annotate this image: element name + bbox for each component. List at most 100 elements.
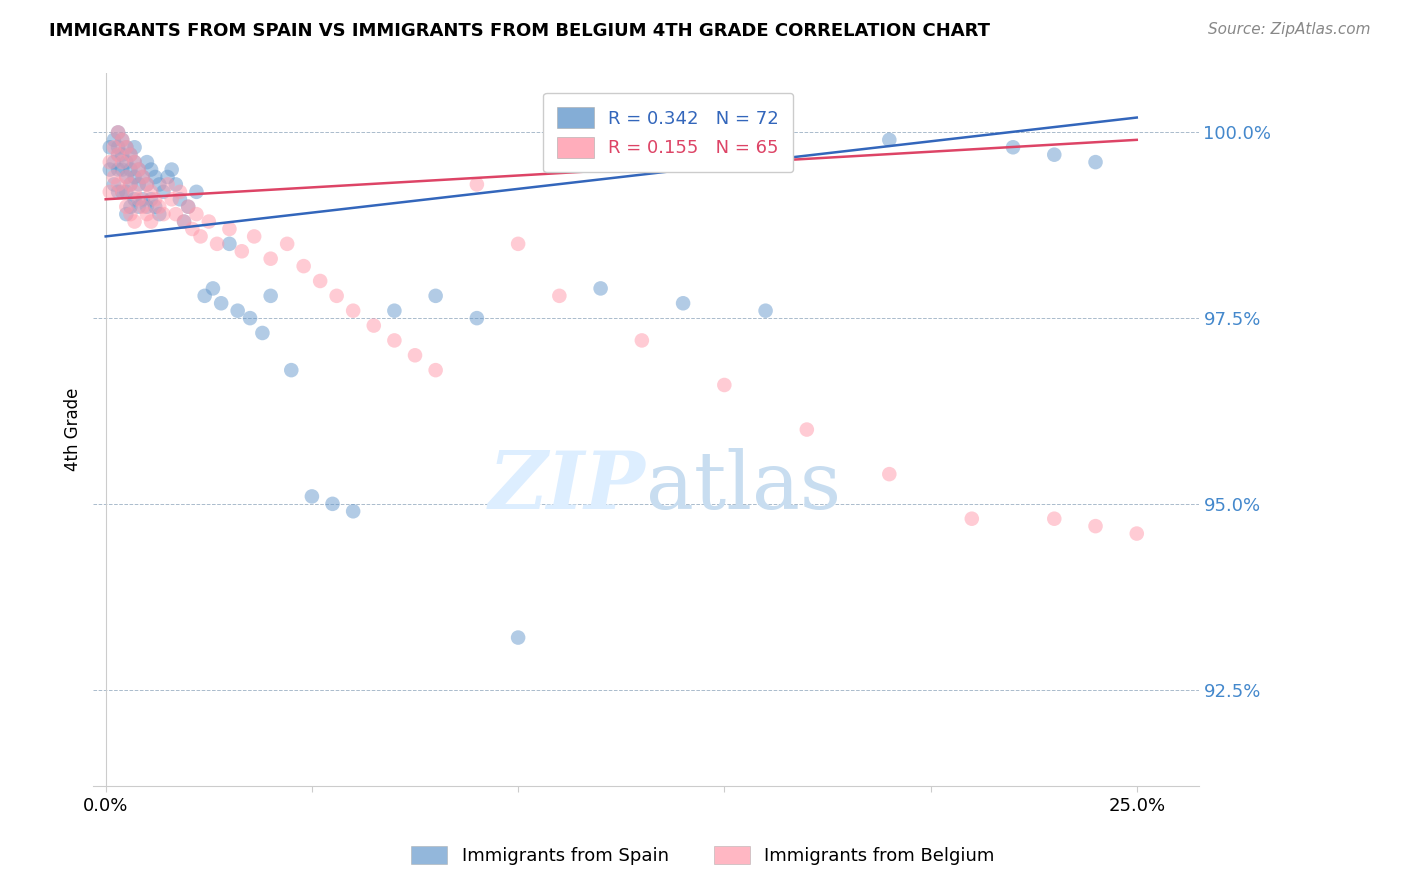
Point [148,200,170,214]
Text: ZIP: ZIP [489,448,645,525]
Point [139,192,162,206]
Point [136,207,159,221]
Point [363,318,385,333]
Point [152,207,174,221]
Point [384,334,406,348]
Point [173,214,195,228]
Point [111,155,134,169]
Point [231,244,253,259]
Point [139,185,162,199]
Point [260,252,283,266]
Point [120,207,142,221]
Point [128,162,150,177]
Point [107,147,129,161]
Point [194,289,217,303]
Point [960,512,983,526]
Point [115,140,138,154]
Point [111,133,134,147]
Point [143,169,166,184]
Legend: Immigrants from Spain, Immigrants from Belgium: Immigrants from Spain, Immigrants from B… [404,838,1002,872]
Point [136,178,159,192]
Point [169,192,191,206]
Point [115,169,138,184]
Point [128,200,150,214]
Point [165,178,187,192]
Point [156,169,179,184]
Point [107,162,129,177]
Point [132,169,155,184]
Point [425,363,447,377]
Point [508,631,530,645]
Point [325,289,347,303]
Point [111,162,134,177]
Point [342,303,364,318]
Point [218,222,240,236]
Point [218,236,240,251]
Point [103,133,125,147]
Point [124,214,146,228]
Point [98,162,121,177]
Point [139,214,162,228]
Point [177,200,200,214]
Point [190,229,212,244]
Point [128,192,150,206]
Point [1084,155,1107,169]
Point [384,303,406,318]
Point [181,222,204,236]
Point [169,185,191,199]
Point [589,281,612,295]
Point [1043,147,1066,161]
Point [156,178,179,192]
Point [124,192,146,206]
Point [301,490,323,504]
Point [465,178,488,192]
Point [107,125,129,139]
Point [124,155,146,169]
Point [309,274,332,288]
Point [198,214,221,228]
Point [115,140,138,154]
Point [98,140,121,154]
Point [205,236,228,251]
Point [98,155,121,169]
Point [1126,526,1149,541]
Point [98,185,121,199]
Point [879,467,901,482]
Point [132,192,155,206]
Point [280,363,302,377]
Point [239,311,262,326]
Point [226,303,249,318]
Point [755,303,778,318]
Text: Source: ZipAtlas.com: Source: ZipAtlas.com [1208,22,1371,37]
Point [120,147,142,161]
Point [292,259,315,273]
Point [186,207,208,221]
Point [132,169,155,184]
Point [173,214,195,228]
Point [107,185,129,199]
Point [165,207,187,221]
Point [124,140,146,154]
Point [124,185,146,199]
Point [103,178,125,192]
Point [186,185,208,199]
Point [139,162,162,177]
Point [276,236,298,251]
Point [672,296,695,310]
Point [107,125,129,139]
Point [465,311,488,326]
Point [120,162,142,177]
Point [103,155,125,169]
Text: atlas: atlas [645,448,841,525]
Point [143,192,166,206]
Point [152,185,174,199]
Point [201,281,224,295]
Point [260,289,283,303]
Point [111,133,134,147]
Point [425,289,447,303]
Point [322,497,344,511]
Text: IMMIGRANTS FROM SPAIN VS IMMIGRANTS FROM BELGIUM 4TH GRADE CORRELATION CHART: IMMIGRANTS FROM SPAIN VS IMMIGRANTS FROM… [49,22,990,40]
Point [103,140,125,154]
Legend: R = 0.342   N = 72, R = 0.155   N = 65: R = 0.342 N = 72, R = 0.155 N = 65 [543,93,793,172]
Point [107,140,129,154]
